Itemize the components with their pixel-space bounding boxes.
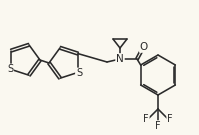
Text: F: F — [143, 114, 149, 124]
Text: F: F — [167, 114, 173, 124]
Text: O: O — [140, 42, 148, 52]
Text: F: F — [155, 121, 161, 131]
Text: S: S — [7, 64, 13, 74]
Text: N: N — [116, 54, 124, 64]
Text: S: S — [76, 68, 82, 78]
